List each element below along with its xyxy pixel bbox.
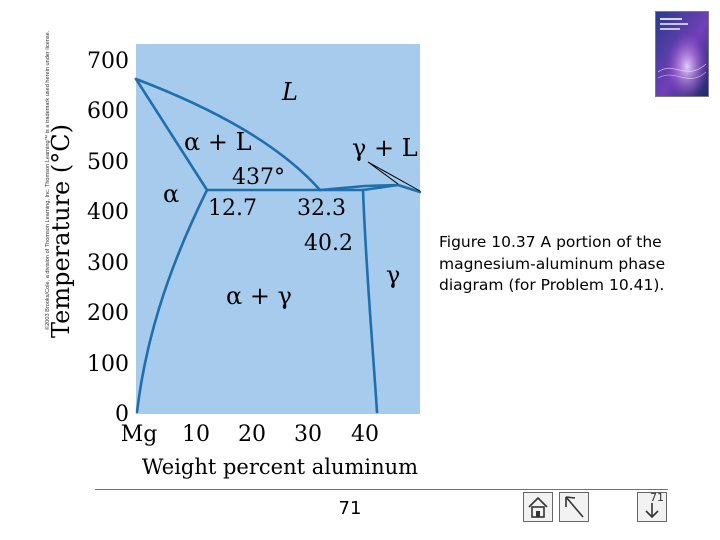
textbook-cover-thumbnail: [655, 11, 709, 97]
x-tick-label: 30: [294, 422, 322, 447]
region-label-alpha-plus-gamma: α + γ: [226, 282, 292, 310]
y-tick-label: 600: [87, 99, 129, 124]
eutectic-temperature-label: 437°: [232, 165, 285, 190]
region-label-alpha-plus-liquid: α + L: [184, 128, 252, 156]
previous-icon: [565, 496, 584, 518]
liquidus-left: [134, 77, 322, 192]
y-tick-label: 700: [87, 49, 129, 74]
composition-label: 12.7: [208, 196, 257, 221]
next-button[interactable]: 71: [637, 491, 667, 522]
solvus-gamma: [361, 188, 379, 414]
y-tick-label: 100: [87, 352, 129, 377]
plot-area: [136, 44, 420, 414]
previous-button[interactable]: [559, 492, 589, 522]
composition-label: 32.3: [297, 196, 346, 221]
liquidus-right: [318, 183, 422, 194]
pointer-line-left: [367, 161, 399, 185]
x-tick-label: 20: [238, 422, 266, 447]
home-icon: [528, 496, 548, 518]
solidus-gamma-left: [361, 183, 400, 192]
y-tick-label: 200: [87, 301, 129, 326]
region-label-gamma: γ: [386, 261, 400, 289]
y-tick-label: 0: [115, 402, 129, 427]
page-number: 71: [338, 498, 362, 519]
region-label-liquid: L: [281, 78, 298, 106]
home-button[interactable]: [523, 492, 553, 522]
y-tick-label: 300: [87, 251, 129, 276]
y-axis-label: Temperature (°C): [47, 124, 75, 338]
region-label-gamma-plus-liquid: γ + L: [352, 134, 418, 162]
y-tick-label: 400: [87, 200, 129, 225]
region-label-alpha: α: [163, 180, 179, 208]
y-tick-label: 500: [87, 150, 129, 175]
solidus-alpha: [134, 77, 209, 192]
next-icon: [645, 503, 659, 519]
figure-caption: Figure 10.37 A portion of the magnesium-…: [439, 233, 666, 294]
phase-diagram-svg: 700 600 500 400 300 200 100 0 Mg 10 20 3…: [47, 44, 422, 479]
phase-diagram: 700 600 500 400 300 200 100 0 Mg 10 20 3…: [47, 44, 422, 479]
nav-page-number: 71: [650, 491, 664, 504]
x-tick-label: 10: [182, 422, 210, 447]
footer-divider: [95, 489, 668, 490]
x-tick-label: 40: [351, 422, 379, 447]
x-axis-label: Weight percent aluminum: [142, 455, 418, 479]
x-tick-label: Mg: [121, 422, 158, 447]
textbook-cover-image: [656, 12, 708, 96]
solvus-alpha: [135, 188, 209, 414]
composition-label: 40.2: [304, 231, 353, 256]
pointer-line-right: [367, 161, 421, 192]
